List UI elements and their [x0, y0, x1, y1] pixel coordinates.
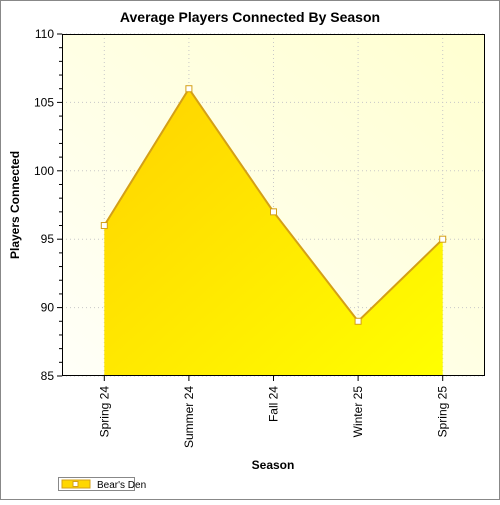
x-tick-label: Summer 24	[182, 386, 196, 448]
data-point	[100, 222, 108, 230]
x-tick-label: Winter 25	[351, 386, 365, 438]
y-tick-label: 90	[41, 301, 55, 315]
data-point	[354, 317, 362, 325]
y-axis-label: Players Connected	[8, 151, 22, 259]
y-tick-label: 100	[34, 164, 54, 178]
x-tick-label: Fall 24	[267, 386, 281, 422]
plot-area: 85 90 95 100 105 110 Spring 24 Summer 24 Fall 24…	[34, 27, 485, 448]
y-tick-label: 105	[34, 95, 54, 109]
legend-marker	[72, 481, 79, 487]
x-axis-label: Season	[252, 458, 295, 472]
x-tick-label: Spring 25	[436, 386, 450, 438]
chart-title: Average Players Connected By Season	[120, 9, 380, 25]
y-tick-label: 85	[41, 369, 55, 383]
legend: Bear's Den	[58, 477, 146, 491]
data-point	[270, 208, 277, 216]
x-tick-label: Spring 24	[97, 386, 111, 438]
plot-frame	[62, 34, 485, 376]
data-point	[185, 85, 193, 93]
y-tick-label: 95	[41, 232, 55, 246]
y-tick-label: 110	[35, 27, 54, 41]
data-point	[439, 235, 447, 243]
legend-series-label: Bear's Den	[97, 480, 146, 491]
series-area	[104, 88, 443, 376]
